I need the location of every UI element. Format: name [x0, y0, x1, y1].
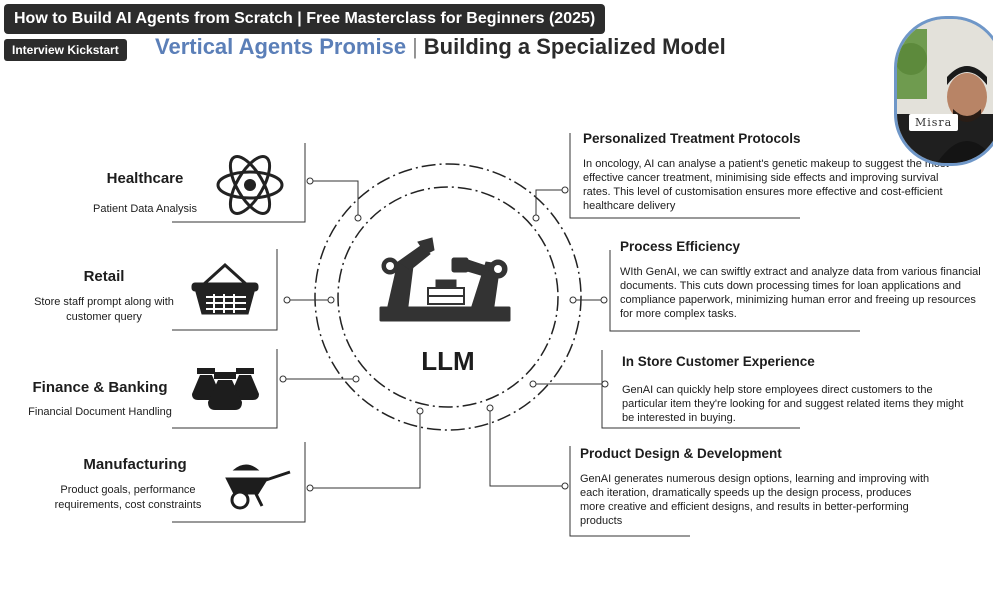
left-item-retail-subtitle: Store staff prompt along with customer q…	[9, 295, 199, 325]
shopping-basket-icon	[191, 262, 259, 315]
bracket-manufacturing	[172, 442, 306, 523]
video-title[interactable]: How to Build AI Agents from Scratch | Fr…	[4, 4, 606, 34]
outer-dashed-circle	[314, 163, 582, 431]
right-item-instore-body: GenAI can quickly help store employees d…	[622, 384, 964, 424]
right-item-process-body: WIth GenAI, we can swiftly extract and a…	[620, 266, 981, 320]
inner-dashed-circle	[337, 186, 559, 408]
money-bags-icon	[192, 368, 259, 410]
left-item-manufacturing-subtitle: Product goals, performance requirements,…	[33, 483, 223, 513]
wheelbarrow-icon	[225, 464, 291, 510]
heading-part2: Building a Specialized Model	[423, 34, 726, 59]
webcam-video[interactable]	[894, 16, 993, 166]
bracket-product	[569, 446, 690, 537]
manufacturing-subtitle-text: Product goals, performance requirements,…	[54, 484, 202, 511]
heading-separator: |	[412, 34, 418, 59]
channel-badge[interactable]: Interview Kickstart	[4, 39, 127, 61]
left-item-manufacturing-title: Manufacturing	[83, 456, 187, 473]
connector-personalized	[535, 189, 565, 218]
bracket-instore	[601, 350, 800, 429]
retail-subtitle-text: Store staff prompt along with customer q…	[34, 296, 174, 323]
left-item-retail-title: Retail	[83, 268, 125, 285]
bracket-personalized	[569, 133, 800, 219]
left-item-finance-title: Finance & Banking	[32, 379, 168, 396]
right-item-personalized-body: In oncology, AI can analyse a patient's …	[583, 158, 949, 212]
atom-icon	[216, 155, 284, 215]
bracket-process	[609, 250, 860, 332]
slide-heading: Vertical Agents Promise | Building a Speci…	[155, 34, 726, 60]
presenter-avatar	[897, 19, 993, 163]
bracket-finance	[172, 349, 278, 429]
bracket-healthcare	[172, 143, 306, 223]
right-item-instore-title: In Store Customer Experience	[622, 354, 815, 369]
right-item-product-body: GenAI generates numerous design options,…	[580, 473, 930, 527]
left-item-healthcare-subtitle: Patient Data Analysis	[93, 203, 197, 215]
bracket-retail	[172, 249, 278, 331]
llm-label: LLM	[421, 346, 475, 376]
left-item-healthcare-title: Healthcare	[106, 170, 184, 187]
webcam-name-label: Misra	[909, 114, 959, 131]
right-item-process-title: Process Efficiency	[620, 239, 741, 254]
robot-arms-icon	[379, 237, 511, 322]
left-item-finance-subtitle: Financial Document Handling	[28, 406, 172, 418]
connector-product	[489, 408, 565, 487]
connector-healthcare	[310, 180, 359, 218]
right-item-product-title: Product Design & Development	[580, 446, 782, 461]
right-item-personalized-title: Personalized Treatment Protocols	[583, 131, 801, 146]
connector-manufacturing	[310, 411, 421, 489]
heading-part1: Vertical Agents Promise	[155, 34, 407, 59]
